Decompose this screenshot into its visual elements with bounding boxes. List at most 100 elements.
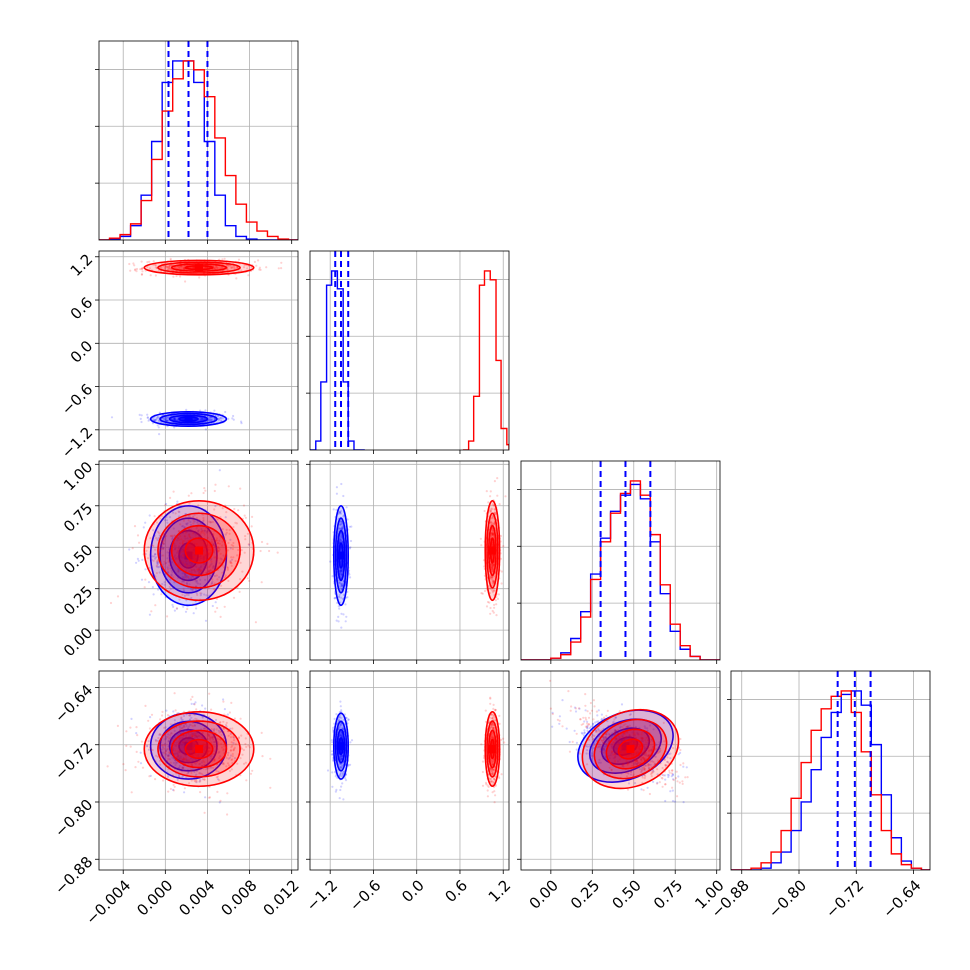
scatter-point xyxy=(613,752,617,756)
scatter-point xyxy=(638,761,641,765)
scatter-point xyxy=(277,267,280,270)
scatter-point xyxy=(152,559,155,562)
scatter-point xyxy=(191,734,194,738)
scatter-point xyxy=(623,751,626,754)
scatter-point xyxy=(140,273,143,276)
scatter-point xyxy=(211,735,214,739)
y-tick-label: −0.80 xyxy=(51,796,96,841)
scatter-point xyxy=(137,559,140,562)
scatter-point xyxy=(162,751,165,754)
scatter-point xyxy=(183,791,186,794)
density-peak-series-0 xyxy=(184,414,193,423)
scatter-point xyxy=(586,729,589,732)
scatter-point xyxy=(187,546,190,549)
scatter-point xyxy=(492,727,495,730)
scatter-point xyxy=(211,738,214,741)
scatter-point xyxy=(197,734,200,737)
scatter-point xyxy=(627,782,631,785)
scatter-point xyxy=(164,749,168,753)
scatter-point xyxy=(644,764,647,767)
scatter-point xyxy=(339,755,342,758)
scatter-point xyxy=(192,522,195,525)
scatter-point xyxy=(173,766,176,769)
scatter-point xyxy=(338,607,341,610)
scatter-point xyxy=(260,540,264,544)
scatter-point xyxy=(179,523,182,526)
scatter-point xyxy=(158,565,161,568)
scatter-point xyxy=(174,763,177,767)
scatter-point xyxy=(241,753,244,756)
scatter-point xyxy=(610,742,614,746)
scatter-point xyxy=(203,746,206,749)
scatter-point xyxy=(140,268,143,271)
scatter-point xyxy=(198,763,201,766)
scatter-point xyxy=(623,738,626,741)
scatter-point xyxy=(496,494,499,497)
scatter-point xyxy=(210,582,213,585)
scatter-point xyxy=(184,535,187,538)
scatter-point xyxy=(163,726,166,730)
scatter-point xyxy=(109,601,113,605)
scatter-point xyxy=(339,512,342,515)
scatter-point xyxy=(177,530,180,533)
scatter-point xyxy=(194,578,197,581)
scatter-point xyxy=(217,751,220,754)
scatter-point xyxy=(204,743,207,746)
scatter-point xyxy=(157,426,160,429)
scatter-point xyxy=(616,760,620,763)
scatter-point xyxy=(646,763,650,766)
scatter-point xyxy=(489,612,492,615)
scatter-point xyxy=(194,558,197,561)
scatter-point xyxy=(636,761,640,764)
scatter-point xyxy=(193,713,196,716)
scatter-point xyxy=(183,267,186,270)
scatter-point xyxy=(491,565,494,568)
scatter-point xyxy=(600,718,603,721)
scatter-point xyxy=(612,741,616,744)
scatter-point xyxy=(202,555,205,559)
scatter-point xyxy=(195,579,199,583)
scatter-point xyxy=(218,417,221,420)
scatter-point xyxy=(258,268,261,271)
scatter-point xyxy=(247,274,250,277)
scatter-point xyxy=(221,544,224,547)
scatter-point xyxy=(197,755,200,758)
scatter-point xyxy=(178,754,181,757)
scatter-point xyxy=(167,511,170,514)
scatter-point xyxy=(341,772,345,775)
scatter-point xyxy=(489,575,492,578)
scatter-point xyxy=(491,564,494,567)
scatter-point xyxy=(201,723,204,726)
scatter-point xyxy=(218,721,222,725)
scatter-point xyxy=(494,794,497,797)
scatter-point xyxy=(160,744,163,747)
scatter-point xyxy=(652,780,655,784)
scatter-point xyxy=(140,420,143,424)
scatter-point xyxy=(498,722,501,726)
scatter-point xyxy=(181,561,184,564)
scatter-point xyxy=(206,733,210,736)
scatter-point xyxy=(195,592,198,595)
scatter-point xyxy=(340,584,343,587)
scatter-point xyxy=(155,537,158,540)
scatter-point xyxy=(185,739,188,742)
scatter-point xyxy=(602,736,605,739)
scatter-point xyxy=(216,549,219,552)
scatter-point xyxy=(167,419,170,422)
scatter-point xyxy=(643,758,646,761)
scatter-point xyxy=(492,777,495,781)
scatter-point xyxy=(255,264,258,267)
scatter-point xyxy=(214,505,217,508)
scatter-point xyxy=(250,525,253,528)
scatter-point xyxy=(673,800,677,803)
scatter-point xyxy=(489,606,492,610)
scatter-point xyxy=(170,738,173,741)
scatter-point xyxy=(495,614,498,617)
scatter-point xyxy=(340,612,343,615)
scatter-point xyxy=(181,572,184,575)
scatter-point xyxy=(192,732,196,735)
scatter-point xyxy=(665,764,668,767)
scatter-point xyxy=(605,736,608,739)
y-tick-label: 0.25 xyxy=(60,582,96,618)
scatter-point xyxy=(206,767,209,770)
